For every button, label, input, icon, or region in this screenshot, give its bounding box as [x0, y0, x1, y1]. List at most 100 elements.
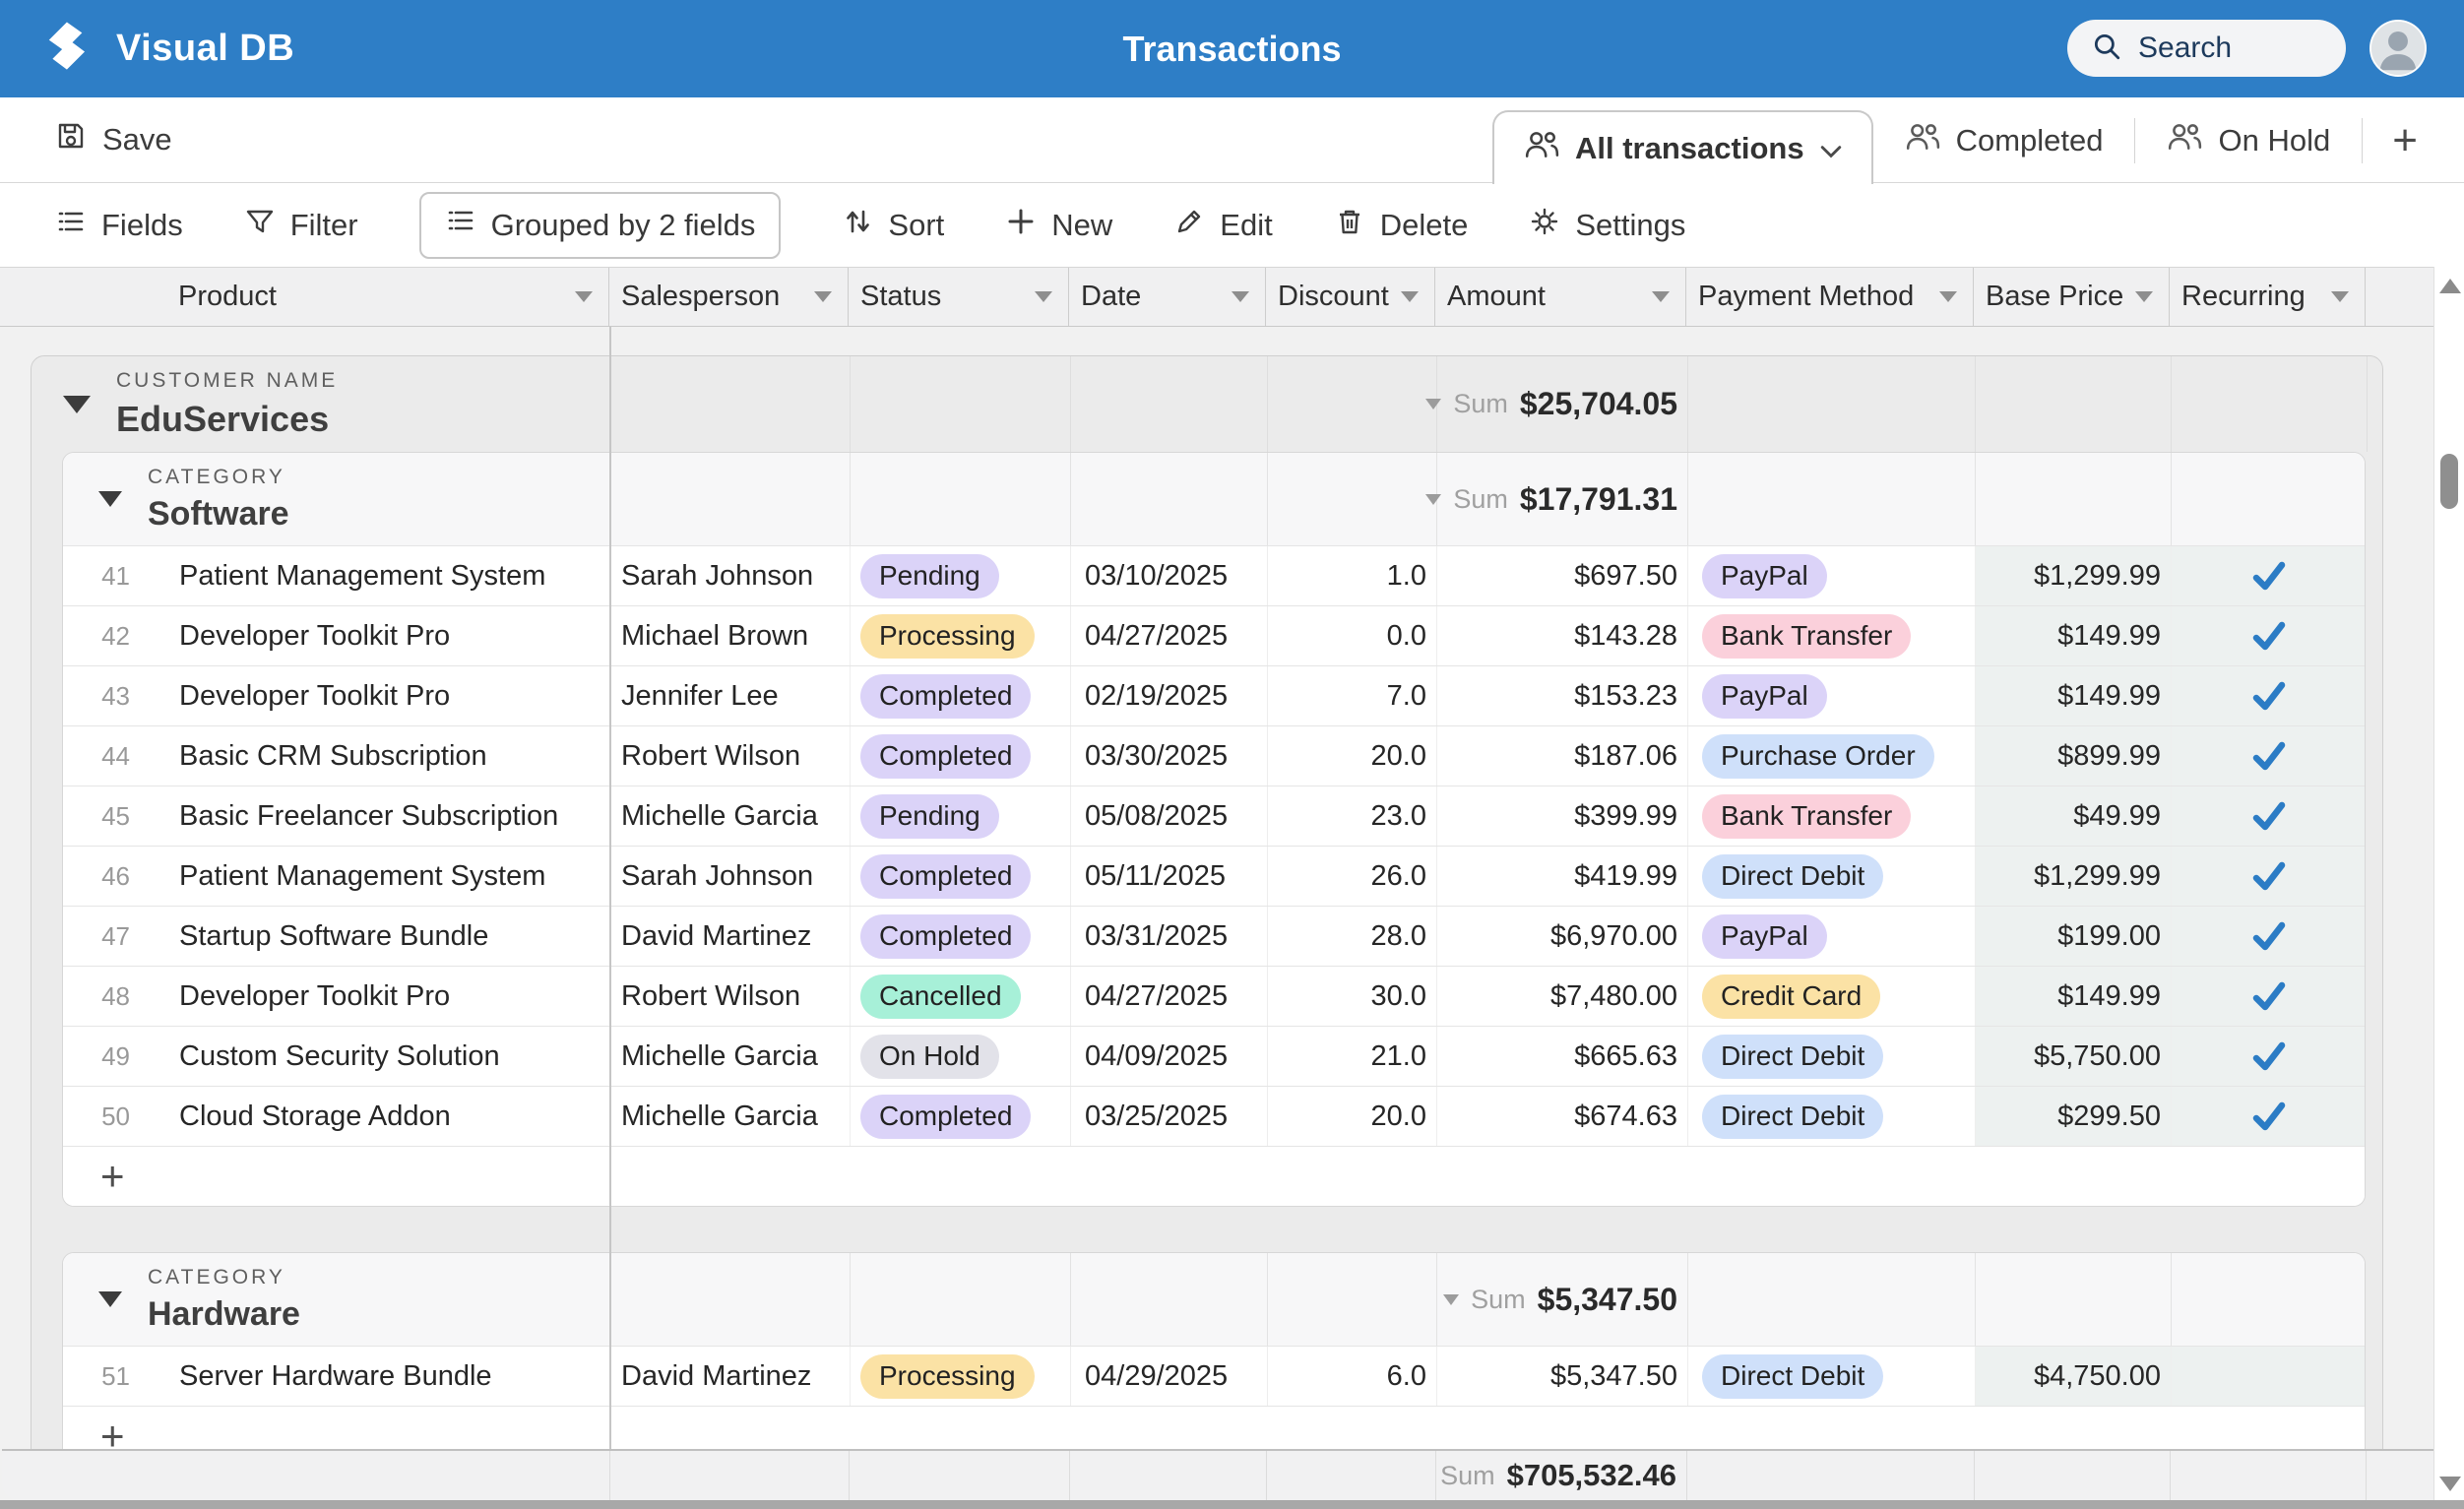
group-field-label: CUSTOMER NAME	[116, 368, 339, 392]
column-header-amount[interactable]: Amount	[1435, 268, 1686, 326]
column-header-salesperson[interactable]: Salesperson	[609, 268, 849, 326]
sort-button[interactable]: Sort	[842, 206, 944, 245]
category-group-title: CATEGORY Hardware	[63, 1253, 610, 1346]
cell-amount: $697.50	[1436, 546, 1687, 605]
button-label: New	[1051, 207, 1113, 242]
column-header-status[interactable]: Status	[849, 268, 1069, 326]
column-label: Recurring	[2181, 281, 2306, 312]
cell-discount: 0.0	[1267, 606, 1436, 665]
edit-button[interactable]: Edit	[1173, 206, 1273, 245]
horizontal-scrollbar[interactable]	[0, 1500, 2464, 1509]
collapse-triangle-icon[interactable]	[98, 1291, 122, 1307]
group-header-cell	[1975, 1253, 2171, 1346]
cell-salesperson: Robert Wilson	[610, 967, 850, 1026]
group-sum-label: Sum	[1453, 483, 1508, 514]
payment-badge: PayPal	[1702, 673, 1827, 719]
category-group-header: CATEGORY Software Sum $17,791.31	[63, 453, 2365, 545]
row-number: 45	[101, 800, 130, 831]
tab-on-hold[interactable]: On Hold	[2135, 121, 2362, 160]
column-header-product[interactable]: Product	[0, 268, 609, 326]
collapse-triangle-icon[interactable]	[63, 395, 91, 413]
avatar[interactable]	[2369, 20, 2427, 77]
cell-recurring	[2171, 726, 2365, 786]
scroll-down-arrow-icon[interactable]	[2439, 1477, 2461, 1491]
column-header-discount[interactable]: Discount	[1266, 268, 1435, 326]
table-row[interactable]: 48 Developer Toolkit Pro Robert Wilson C…	[63, 966, 2365, 1026]
table-row[interactable]: 47 Startup Software Bundle David Martine…	[63, 906, 2365, 966]
cell-salesperson: David Martinez	[610, 907, 850, 966]
cell-date: 04/09/2025	[1070, 1027, 1267, 1086]
sum-dropdown-icon[interactable]	[1425, 493, 1442, 505]
caret-down-icon	[1232, 291, 1249, 302]
group-name: Hardware	[148, 1294, 300, 1333]
table-row[interactable]: 44 Basic CRM Subscription Robert Wilson …	[63, 725, 2365, 786]
vertical-scrollbar[interactable]	[2433, 267, 2464, 1509]
sum-dropdown-icon[interactable]	[1425, 399, 1442, 409]
checkmark-icon	[2252, 801, 2285, 831]
cell-recurring	[2171, 546, 2365, 605]
cell-discount: 21.0	[1267, 1027, 1436, 1086]
footer-cell	[1069, 1451, 1266, 1500]
filter-button[interactable]: Filter	[244, 206, 358, 245]
table-row[interactable]: 50 Cloud Storage Addon Michelle Garcia C…	[63, 1086, 2365, 1146]
fields-button[interactable]: Fields	[55, 206, 183, 245]
column-header-payment-method[interactable]: Payment Method	[1686, 268, 1974, 326]
group-header-cell	[1070, 1253, 1267, 1346]
status-badge: Completed	[860, 913, 1032, 959]
status-badge: Completed	[860, 733, 1032, 779]
people-group-icon	[1905, 121, 1940, 160]
search-input[interactable]	[2138, 31, 2325, 65]
cell-recurring	[2171, 666, 2365, 725]
people-group-icon	[2167, 121, 2202, 160]
cell-discount: 1.0	[1267, 546, 1436, 605]
table-row[interactable]: 51 Server Hardware Bundle David Martinez…	[63, 1346, 2365, 1406]
collapse-triangle-icon[interactable]	[98, 491, 122, 507]
tab-divider	[2362, 117, 2364, 163]
column-header-base-price[interactable]: Base Price	[1974, 268, 2170, 326]
scrollbar-thumb[interactable]	[2440, 454, 2458, 509]
table-row[interactable]: 41 Patient Management System Sarah Johns…	[63, 545, 2365, 605]
delete-button[interactable]: Delete	[1334, 206, 1468, 245]
cell-product: Server Hardware Bundle	[179, 1359, 492, 1392]
new-button[interactable]: New	[1005, 206, 1112, 245]
payment-badge: Direct Debit	[1702, 853, 1884, 899]
group-header-cell	[1975, 453, 2171, 545]
table-row[interactable]: 49 Custom Security Solution Michelle Gar…	[63, 1026, 2365, 1086]
people-group-icon	[1524, 129, 1559, 168]
sum-dropdown-icon[interactable]	[1443, 1293, 1460, 1305]
tab-completed[interactable]: Completed	[1873, 121, 2135, 160]
add-row[interactable]: +	[63, 1146, 2365, 1206]
footer-cell	[2170, 1451, 2366, 1500]
cell-salesperson: Michelle Garcia	[610, 1087, 850, 1146]
cell-base-price: $149.99	[1975, 666, 2171, 725]
cell-base-price: $5,750.00	[1975, 1027, 2171, 1086]
cell-salesperson: Michael Brown	[610, 606, 850, 665]
table-row[interactable]: 42 Developer Toolkit Pro Michael Brown P…	[63, 605, 2365, 665]
group-field-label: CATEGORY	[148, 465, 285, 488]
group-header-cell	[2171, 356, 2367, 452]
column-label: Date	[1081, 281, 1142, 312]
search-box[interactable]	[2067, 20, 2346, 77]
cell-date: 03/30/2025	[1070, 726, 1267, 786]
column-header-recurring[interactable]: Recurring	[2170, 268, 2366, 326]
add-tab-button[interactable]: +	[2392, 115, 2418, 164]
column-header-date[interactable]: Date	[1069, 268, 1266, 326]
cell-discount: 26.0	[1267, 847, 1436, 906]
payment-badge: Bank Transfer	[1702, 793, 1912, 839]
settings-button[interactable]: Settings	[1529, 206, 1685, 245]
view-tab-bar: Save All transactions Completed	[0, 97, 2464, 184]
cell-discount: 28.0	[1267, 907, 1436, 966]
table-row[interactable]: 46 Patient Management System Sarah Johns…	[63, 846, 2365, 906]
cell-recurring	[2171, 967, 2365, 1026]
scroll-up-arrow-icon[interactable]	[2439, 279, 2461, 293]
grouped-by-button[interactable]: Grouped by 2 fields	[418, 191, 782, 259]
cell-recurring	[2171, 847, 2365, 906]
table-row[interactable]: 45 Basic Freelancer Subscription Michell…	[63, 786, 2365, 846]
frozen-column-divider	[609, 327, 611, 1449]
tab-all-transactions[interactable]: All transactions	[1492, 110, 1873, 184]
save-button[interactable]: Save	[55, 97, 172, 182]
payment-badge: Direct Debit	[1702, 1094, 1884, 1139]
table-row[interactable]: 43 Developer Toolkit Pro Jennifer Lee Co…	[63, 665, 2365, 725]
caret-down-icon	[1652, 291, 1670, 302]
group-sum-label: Sum	[1471, 1284, 1526, 1314]
